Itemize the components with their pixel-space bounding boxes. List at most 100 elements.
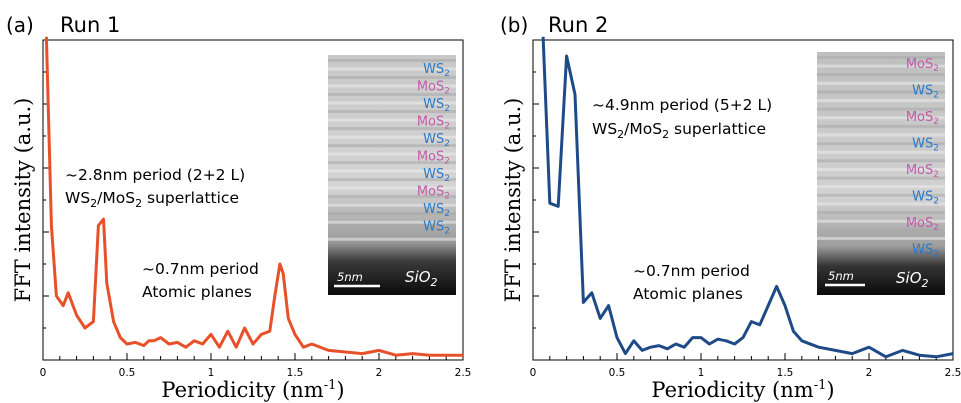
panel-b: (b) Run 2 FFT intensity (a.u.) Periodici… [500, 13, 961, 402]
tem-fringe [328, 220, 456, 224]
tem-fringe [817, 219, 945, 223]
panel-a-x-tick-label: 0.5 [119, 367, 136, 379]
tem-fringe [328, 186, 456, 190]
layer-label-mos2: MoS2 [906, 57, 939, 74]
tem-fringe [328, 203, 456, 207]
panel-a-x-tick-label: 2.5 [455, 367, 472, 379]
tem-fringe [817, 90, 945, 94]
panel-a-substrate-label: SiO2 [405, 268, 438, 289]
panel-b-x-ticks: 0 0.5 1 1.5 2 2.5 [530, 353, 961, 379]
tem-fringe [328, 135, 456, 139]
tem-fringe [817, 202, 945, 206]
panel-b-series-line [541, 36, 954, 359]
panel-b-x-tick-label: 1.5 [777, 367, 794, 379]
layer-label-ws2: WS2 [423, 167, 450, 184]
layer-label-mos2: MoS2 [417, 185, 450, 202]
panel-a-xlabel: Periodicity (nm-1) [161, 378, 344, 402]
layer-label-ws2: WS2 [423, 62, 450, 79]
tem-fringe [328, 101, 456, 105]
layer-label-ws2: WS2 [423, 202, 450, 219]
tem-fringe [328, 144, 456, 148]
panel-a-series-line [44, 36, 463, 357]
layer-label-mos2: MoS2 [906, 216, 939, 233]
panel-a-xlabel-end: ) [336, 378, 344, 402]
panel-b-ylabel: FFT intensity (a.u.) [501, 98, 525, 303]
panel-a-x-tick-label: 1 [208, 367, 215, 379]
panel-b-title: Run 2 [548, 13, 608, 37]
panel-b-xlabel-main: Periodicity (nm [651, 378, 813, 402]
tem-fringe [328, 229, 456, 233]
panel-a-letter: (a) [6, 13, 34, 37]
panel-b-tem-fringes [817, 56, 945, 240]
tem-fringe [817, 185, 945, 189]
tem-fringe [328, 110, 456, 114]
tem-fringe [817, 176, 945, 180]
layer-label-ws2: WS2 [912, 84, 939, 101]
tem-fringe [328, 84, 456, 88]
tem-fringe [817, 228, 945, 232]
panel-b-substrate-label: SiO2 [896, 269, 929, 290]
panel-b-layer-labels: MoS2 WS2 MoS2 WS2 MoS2 WS2 MoS2 WS2 [906, 57, 939, 260]
tem-fringe [328, 127, 456, 131]
layer-label-ws2: WS2 [423, 97, 450, 114]
panel-b-x-tick-label: 2 [866, 367, 873, 379]
layer-label-mos2: MoS2 [906, 110, 939, 127]
panel-a-annotation-1-line-1: ~2.8nm period (2+2 L) [65, 166, 245, 184]
panel-b-annotation-2-line-2: Atomic planes [633, 285, 743, 303]
tem-fringe [328, 152, 456, 156]
panel-b-letter: (b) [500, 13, 528, 37]
tem-fringe [328, 195, 456, 199]
panel-a-x-tick-label: 0 [40, 367, 47, 379]
panel-a-annotation-1-line-2: WS2/MoS2 superlattice [65, 189, 239, 210]
tem-fringe [817, 116, 945, 120]
layer-label-ws2: WS2 [423, 132, 450, 149]
tem-fringe [817, 150, 945, 154]
layer-label-ws2: WS2 [912, 190, 939, 207]
panel-a-x-ticks: 0 0.5 1 1.5 2 2.5 [40, 353, 472, 379]
panel-b-annotation-1-line-2: WS2/MoS2 superlattice [592, 120, 766, 141]
tem-fringe [328, 178, 456, 182]
tem-fringe [817, 107, 945, 111]
tem-fringe [817, 81, 945, 85]
panel-b-xlabel-end: ) [826, 378, 834, 402]
tem-fringe [817, 133, 945, 137]
tem-fringe [817, 124, 945, 128]
tem-fringe [817, 142, 945, 146]
tem-fringe [328, 67, 456, 71]
panel-b-scale-label: 5nm [828, 269, 854, 283]
tem-fringe [817, 211, 945, 215]
tem-fringe [328, 169, 456, 173]
panel-b-xlabel: Periodicity (nm-1) [651, 378, 834, 402]
panel-a-annotation-2-line-1: ~0.7nm period [142, 260, 259, 278]
panel-b-x-tick-label: 1 [698, 367, 705, 379]
panel-a-ylabel: FFT intensity (a.u.) [11, 98, 35, 303]
panel-a-x-tick-label: 2 [376, 367, 383, 379]
panel-b-x-tick-label: 2.5 [945, 367, 961, 379]
tem-fringe [817, 159, 945, 163]
panel-b-annotation-2-line-1: ~0.7nm period [633, 262, 750, 280]
panel-b-x-tick-label: 0 [530, 367, 537, 379]
tem-fringe [817, 168, 945, 171]
panel-b-xlabel-sup: -1 [814, 378, 827, 393]
panel-a-xlabel-main: Periodicity (nm [161, 378, 323, 402]
layer-label-mos2: MoS2 [417, 80, 450, 97]
tem-fringe [817, 73, 945, 77]
panel-b-y-ticks [533, 39, 539, 361]
layer-label-ws2: WS2 [423, 220, 450, 237]
panel-a: (a) Run 1 FFT intensity (a.u.) Periodici… [6, 13, 471, 402]
panel-a-title: Run 1 [60, 13, 120, 37]
panel-a-x-tick-label: 1.5 [287, 367, 304, 379]
layer-label-mos2: MoS2 [906, 163, 939, 180]
tem-fringe [328, 59, 456, 62]
panel-a-annotation-2-line-2: Atomic planes [142, 283, 252, 301]
tem-fringe [817, 99, 945, 103]
tem-fringe [328, 212, 456, 216]
tem-fringe [817, 64, 945, 68]
layer-label-mos2: MoS2 [417, 150, 450, 167]
panel-a-tem-fringes [328, 59, 456, 241]
panel-b-tem-inset: MoS2 WS2 MoS2 WS2 MoS2 WS2 MoS2 WS2 5nm SiO2 [817, 52, 945, 295]
panel-b-annotation-1-line-1: ~4.9nm period (5+2 L) [592, 96, 772, 114]
